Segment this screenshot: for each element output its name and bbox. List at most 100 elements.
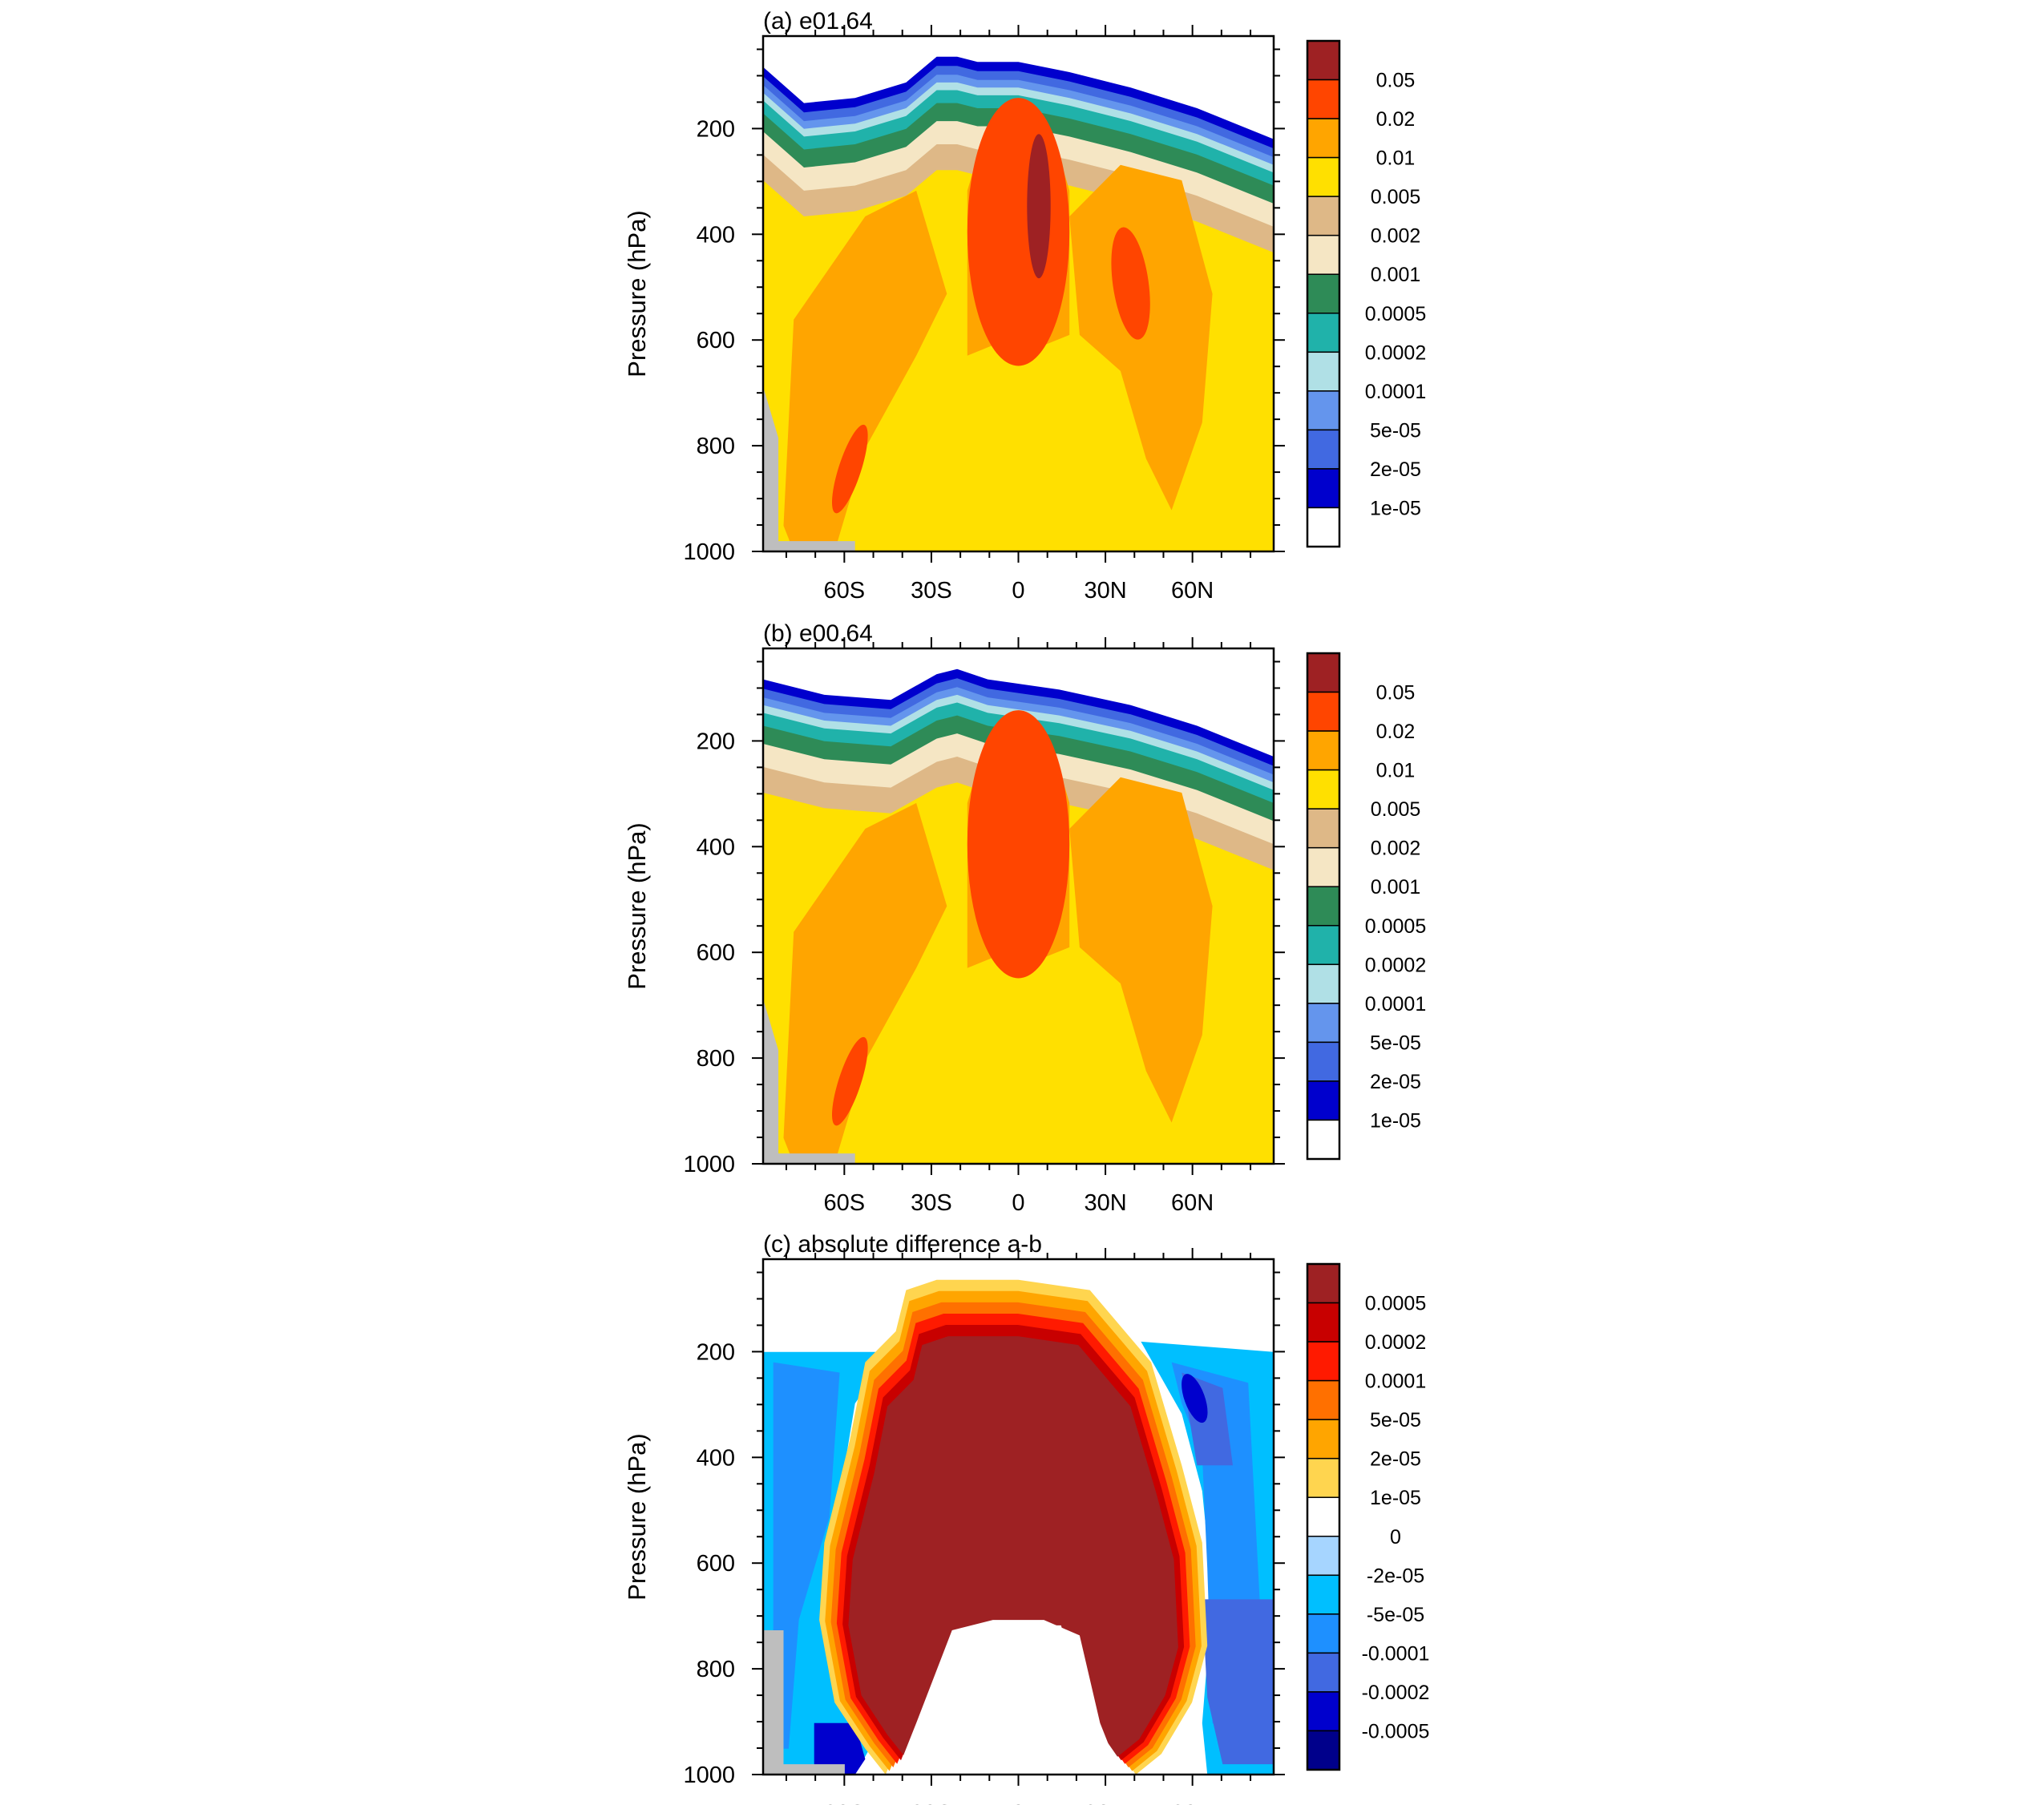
y-axis-label: Pressure (hPa) xyxy=(623,1433,651,1600)
y-tick-label: 800 xyxy=(697,1657,735,1682)
colorbar-label: -0.0005 xyxy=(1362,1720,1430,1742)
contour-band xyxy=(1202,1599,1274,1765)
panel-title: (b) e00.64 xyxy=(763,620,873,647)
x-tick-label: 30S xyxy=(911,1801,952,1805)
colorbar-swatch xyxy=(1307,1041,1340,1082)
colorbar-frame xyxy=(1306,1262,1341,1771)
colorbar-label: 0.001 xyxy=(1371,876,1421,898)
missing-region xyxy=(763,386,855,551)
colorbar-swatch xyxy=(1307,313,1340,353)
contour-band xyxy=(814,1722,866,1775)
colorbar-swatch xyxy=(1307,1652,1340,1693)
colorbar-label: 0.05 xyxy=(1376,682,1416,705)
y-tick-label: 1000 xyxy=(683,539,735,565)
contour-band xyxy=(831,1036,868,1126)
colorbar-swatch xyxy=(1307,1379,1340,1420)
colorbar-label: 1e-05 xyxy=(1370,497,1421,519)
colorbar-swatch xyxy=(1307,1496,1340,1537)
y-tick-label: 600 xyxy=(697,1551,735,1577)
x-tick-label: 30S xyxy=(911,1190,952,1216)
colorbar-swatch xyxy=(1307,808,1340,849)
colorbar-swatch xyxy=(1307,925,1340,966)
colorbar-swatch xyxy=(1307,769,1340,810)
colorbar-swatch xyxy=(1307,1003,1340,1044)
colorbar-swatch xyxy=(1307,351,1340,392)
y-tick-label: 600 xyxy=(697,940,735,966)
contour-band xyxy=(967,710,1070,979)
colorbar-label: 0.002 xyxy=(1371,838,1421,860)
colorbar-label: 0 xyxy=(1390,1526,1401,1549)
colorbar-label: 0.0005 xyxy=(1365,303,1426,325)
x-tick-label: 0 xyxy=(1012,1801,1024,1805)
x-tick-label: 30N xyxy=(1084,1190,1126,1216)
colorbar-swatch xyxy=(1307,429,1340,470)
colorbar-swatch xyxy=(1307,79,1340,119)
colorbar-swatch xyxy=(1307,1457,1340,1498)
colorbar-swatch xyxy=(1307,273,1340,314)
y-axis-label: Pressure (hPa) xyxy=(623,210,651,377)
contour-band xyxy=(1069,777,1213,1123)
colorbar-swatch xyxy=(1307,234,1340,275)
x-tick-label: 60N xyxy=(1171,1190,1214,1216)
colorbar-label: -2e-05 xyxy=(1367,1565,1424,1587)
colorbar-label: 1e-05 xyxy=(1370,1487,1421,1509)
colorbar-swatch xyxy=(1307,1080,1340,1121)
colorbar-swatch xyxy=(1307,1302,1340,1343)
contour-band xyxy=(848,1336,1178,1757)
colorbar-swatch xyxy=(1307,156,1340,197)
colorbar-swatch xyxy=(1307,1119,1340,1160)
colorbar-label: 0.0005 xyxy=(1365,915,1426,938)
x-tick-label: 60S xyxy=(824,578,866,604)
panel-title: (a) e01.64 xyxy=(763,8,873,34)
colorbar-swatch xyxy=(1307,468,1340,509)
y-axis-label: Pressure (hPa) xyxy=(623,822,651,989)
contour-band xyxy=(1182,1374,1208,1423)
y-tick-label: 400 xyxy=(697,222,735,248)
x-tick-label: 30N xyxy=(1084,1801,1126,1805)
chart-panel-2: (b) e00.64 200 400 600 800 1000 60S 30S 0 30N 60N P… xyxy=(623,620,1426,1216)
colorbar-frame xyxy=(1306,39,1341,548)
plot-area xyxy=(763,668,1274,1164)
chart-panel-1: (a) e01.64 200 400 600 800 1000 60S 30S 0 30N 60N P… xyxy=(623,8,1426,604)
colorbar-label: 2e-05 xyxy=(1370,1448,1421,1471)
colorbar-label: 0.01 xyxy=(1376,760,1416,782)
missing-region xyxy=(763,999,855,1164)
colorbar-label: 0.02 xyxy=(1376,108,1416,131)
x-tick-label: 60S xyxy=(824,1801,866,1805)
colorbar: 0.0005 0.0002 0.0001 5e-05 2e-05 1e-05 0 -2e-05… xyxy=(1306,1262,1430,1771)
colorbar-label: -5e-05 xyxy=(1367,1604,1424,1626)
colorbar-swatch xyxy=(1307,390,1340,431)
colorbar-swatch xyxy=(1307,1419,1340,1460)
colorbar-label: -0.0001 xyxy=(1362,1642,1430,1665)
colorbar-label: 0.0002 xyxy=(1365,954,1426,976)
colorbar-label: 2e-05 xyxy=(1370,458,1421,481)
x-tick-label: 60N xyxy=(1171,1801,1214,1805)
y-tick-label: 200 xyxy=(697,1339,735,1365)
contour-band xyxy=(1027,134,1051,279)
colorbar-swatch xyxy=(1307,507,1340,547)
y-tick-label: 1000 xyxy=(683,1152,735,1177)
colorbar-swatch xyxy=(1307,1730,1340,1771)
y-tick-label: 200 xyxy=(697,116,735,142)
y-tick-label: 400 xyxy=(697,1445,735,1471)
colorbar-label: 0.01 xyxy=(1376,147,1416,170)
contour-band xyxy=(773,1362,840,1749)
colorbar-label: 2e-05 xyxy=(1370,1071,1421,1093)
x-tick-label: 30N xyxy=(1084,578,1126,604)
colorbar-label: 5e-05 xyxy=(1370,419,1421,442)
colorbar-swatch xyxy=(1307,691,1340,732)
colorbar-label: 0.0001 xyxy=(1365,381,1426,403)
colorbar-swatch xyxy=(1307,652,1340,693)
colorbar-swatch xyxy=(1307,1613,1340,1654)
x-tick-label: 60N xyxy=(1171,578,1214,604)
colorbar-swatch xyxy=(1307,40,1340,81)
contour-band xyxy=(967,98,1070,366)
colorbar-swatch xyxy=(1307,963,1340,1004)
colorbar-label: 0.005 xyxy=(1371,186,1421,208)
x-tick-label: 60S xyxy=(824,1190,866,1216)
plot-area xyxy=(763,1259,1274,1775)
colorbar-label: 0.0005 xyxy=(1365,1293,1426,1315)
missing-region xyxy=(763,1630,845,1775)
colorbar-swatch xyxy=(1307,1341,1340,1382)
